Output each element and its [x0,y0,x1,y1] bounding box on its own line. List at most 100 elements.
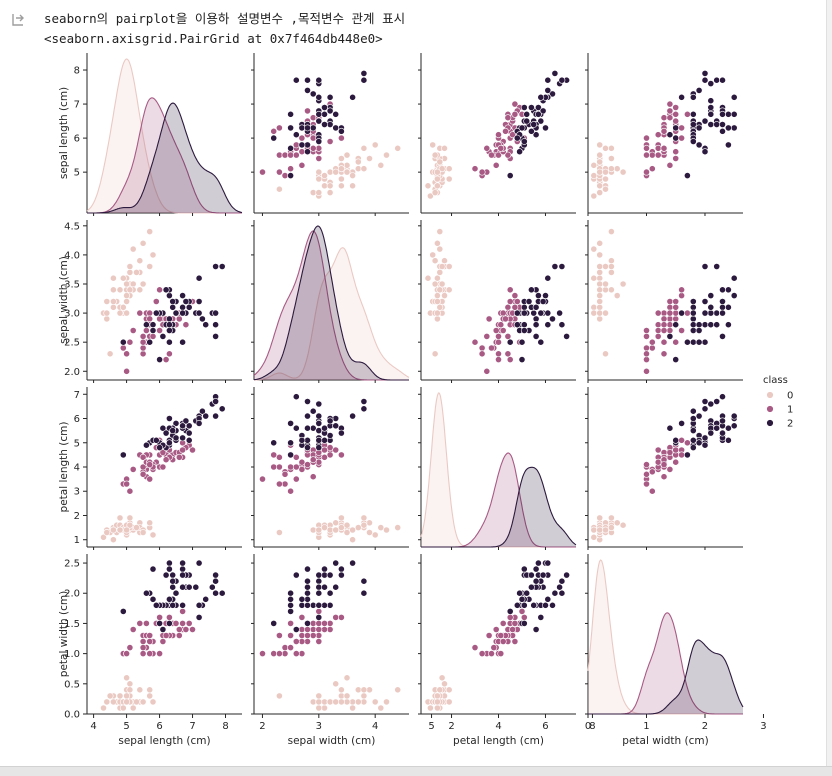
scatter-point-class-1 [275,453,283,461]
x-tick-label: 5 [123,721,129,732]
scatter-point-class-1 [660,321,668,329]
scatter-point-class-2 [532,626,540,633]
scatter-point-class-0 [596,239,604,247]
scatter-point-class-1 [275,463,283,471]
scatter-point-class-2 [185,429,193,437]
scatter-point-class-0 [321,704,328,712]
scatter-point-class-0 [441,292,448,299]
scatter-point-class-2 [360,589,368,597]
scatter-point-class-2 [156,620,163,627]
scatter-point-class-2 [304,87,311,94]
scatter-point-class-2 [332,110,340,118]
scatter-point-class-2 [707,110,715,118]
scatter-point-class-1 [672,315,680,323]
scatter-point-class-1 [189,446,196,454]
scatter-point-class-1 [165,350,173,358]
scatter-point-class-2 [349,559,356,567]
output-text-line: seaborn의 pairplot을 이용하 설명변수 ,목적변수 관계 표시 [44,11,406,26]
scatter-point-class-2 [287,124,294,132]
scatter-point-class-2 [532,577,540,585]
scatter-point-class-0 [326,189,334,196]
scatter-point-class-2 [179,292,186,299]
scatter-point-class-2 [298,601,306,609]
scatter-point-class-2 [695,327,703,334]
scatter-point-class-0 [103,298,111,305]
scatter-point-class-2 [518,124,526,132]
scatter-point-class-2 [730,274,738,282]
scatter-point-class-2 [332,415,340,422]
scatter-point-class-1 [287,632,294,639]
scatter-point-class-1 [139,463,147,471]
scatter-point-class-0 [321,524,328,531]
scatter-point-class-2 [332,422,340,430]
scatter-point-class-2 [520,138,528,145]
scatter-point-class-0 [321,698,328,706]
scatter-point-class-1 [270,650,278,657]
scatter-point-class-1 [666,321,674,329]
scatter-point-class-1 [136,620,144,627]
scatter-point-class-1 [139,344,147,352]
scatter-point-class-0 [136,257,144,265]
scatter-point-class-0 [608,165,615,173]
scatter-point-class-0 [431,189,439,196]
scatter-point-class-1 [281,650,289,657]
scatter-point-class-0 [354,165,362,173]
scatter-point-class-0 [309,189,317,196]
scatter-point-class-2 [544,559,552,567]
x-axis-label: petal width (cm) [622,735,708,747]
kde-line-class-2 [421,466,577,548]
scatter-point-class-2 [179,583,186,591]
scatter-point-class-0 [129,280,137,288]
scatter-point-class-1 [502,127,509,135]
scatter-point-class-2 [192,583,200,591]
scatter-point-class-0 [309,698,317,706]
scatter-point-class-2 [525,298,533,305]
scatter-point-class-2 [730,124,738,132]
scatter-point-class-0 [602,175,609,183]
scatter-point-class-2 [326,417,334,425]
scatter-point-class-1 [506,286,514,294]
scatter-point-class-1 [678,451,685,459]
scatter-point-class-0 [613,519,621,527]
scatter-point-class-2 [185,422,193,430]
scatter-point-class-0 [275,185,283,193]
scatter-point-class-0 [426,704,434,712]
scatter-point-class-1 [287,463,294,471]
scatter-point-class-1 [146,632,154,639]
scatter-point-class-2 [315,110,323,118]
scatter-point-class-0 [383,151,390,159]
scatter-point-class-2 [544,76,552,84]
output-arrow-icon[interactable] [10,12,26,28]
scatter-point-class-1 [492,626,500,633]
scatter-point-class-0 [602,286,609,294]
x-tick-label: 3 [316,721,322,732]
scatter-point-class-2 [672,124,680,132]
scatter-point-class-1 [332,446,340,454]
scatter-point-class-1 [684,110,691,118]
scatter-point-class-1 [648,338,656,346]
scatter-point-class-2 [304,124,311,132]
scatter-point-class-1 [139,470,147,478]
scatter-point-class-1 [298,148,306,156]
scatter-point-class-0 [438,165,446,173]
scatter-point-class-1 [495,356,502,363]
scatter-point-class-1 [146,315,154,323]
scatter-point-class-2 [142,589,150,597]
scatter-point-class-2 [287,608,294,615]
scatter-point-class-2 [287,144,294,152]
scatter-point-class-1 [123,367,130,375]
scatter-point-class-2 [321,121,328,128]
kde-fill-class-0 [254,247,409,380]
scatter-point-class-2 [523,110,531,118]
scatter-point-class-2 [321,436,328,444]
scatter-point-class-0 [116,286,124,294]
scatter-point-class-0 [602,350,609,358]
scatter-point-class-0 [337,182,345,190]
scatter-point-class-1 [270,451,278,459]
x-tick-label: 3 [760,721,766,732]
scatter-point-class-1 [292,638,300,645]
scrollbar-track[interactable] [826,0,832,766]
scatter-point-class-0 [337,165,345,173]
scatter-point-class-1 [129,626,137,633]
scatter-point-class-0 [596,514,604,522]
